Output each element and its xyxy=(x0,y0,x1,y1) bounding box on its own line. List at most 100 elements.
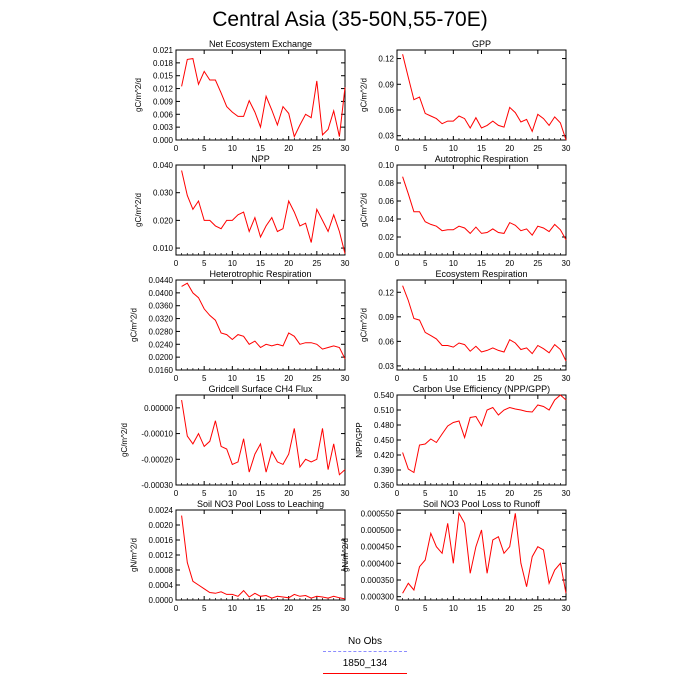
x-tick-label: 30 xyxy=(341,374,350,383)
panel-carbon-use-efficiency-npp-gpp: Carbon Use Efficiency (NPP/GPP) 0 5 10 15 20 2… xyxy=(355,384,571,498)
x-tick-label: 10 xyxy=(228,374,237,383)
x-tick-label: 30 xyxy=(341,604,350,613)
x-tick-label: 25 xyxy=(533,604,542,613)
x-tick-label: 15 xyxy=(256,604,265,613)
y-tick-label: 0.012 xyxy=(153,85,174,94)
legend: No Obs 1850_134 xyxy=(300,636,430,680)
y-tick-label: 0.000400 xyxy=(361,559,395,568)
x-tick-label: 15 xyxy=(477,604,486,613)
y-tick-label: 0.0012 xyxy=(149,551,174,560)
x-tick-label: 30 xyxy=(562,144,571,153)
plot-frame xyxy=(175,279,346,371)
y-axis-label: gC/m^2/d xyxy=(360,308,369,342)
series-line xyxy=(181,515,346,600)
series-line xyxy=(402,285,567,362)
y-tick-label: 0.003 xyxy=(153,123,174,132)
panel-title: Gridcell Surface CH4 Flux xyxy=(208,384,313,394)
y-tick-label: -0.00010 xyxy=(141,430,173,439)
x-tick-label: 0 xyxy=(395,259,400,268)
y-tick-label: 0.08 xyxy=(378,179,394,188)
y-tick-label: 0.009 xyxy=(153,97,174,106)
x-tick-label: 15 xyxy=(256,374,265,383)
x-tick-label: 20 xyxy=(284,144,293,153)
legend-line-1850-134 xyxy=(323,673,407,674)
y-tick-label: 0.0440 xyxy=(149,276,174,285)
x-tick-label: 5 xyxy=(202,374,207,383)
x-tick-label: 5 xyxy=(202,259,207,268)
y-tick-label: 0.09 xyxy=(378,313,394,322)
x-tick-label: 0 xyxy=(395,489,400,498)
y-tick-label: 0.0160 xyxy=(149,366,174,375)
y-tick-label: 0.0004 xyxy=(149,581,174,590)
panel-title: Soil NO3 Pool Loss to Runoff xyxy=(423,499,540,509)
x-tick-label: 10 xyxy=(449,259,458,268)
plot-frame xyxy=(396,509,567,601)
y-tick-label: 0.000 xyxy=(153,136,174,145)
x-tick-label: 20 xyxy=(505,374,514,383)
panel-title: Soil NO3 Pool Loss to Leaching xyxy=(197,499,324,509)
y-tick-label: 0.0000 xyxy=(149,596,174,605)
y-tick-label: 0.0400 xyxy=(149,289,174,298)
series-line xyxy=(181,282,346,360)
y-tick-label: 0.010 xyxy=(153,244,174,253)
panel-gpp: GPP 0 5 10 15 20 25 30 0.03 0.06 0.09 0.12 gC/m^2/d xyxy=(360,39,571,153)
y-tick-label: 0.018 xyxy=(153,59,174,68)
x-tick-label: 0 xyxy=(174,144,179,153)
x-tick-label: 5 xyxy=(423,259,428,268)
legend-label-1850-134: 1850_134 xyxy=(342,658,388,669)
x-tick-label: 15 xyxy=(256,259,265,268)
y-tick-label: 0.006 xyxy=(153,110,174,119)
series-line xyxy=(402,176,567,240)
x-tick-label: 30 xyxy=(341,144,350,153)
legend-label-no-obs: No Obs xyxy=(348,636,382,647)
y-tick-label: 0.04 xyxy=(378,215,394,224)
panel-title: GPP xyxy=(472,39,491,49)
plot-frame xyxy=(396,49,567,141)
panel-title: Heterotrophic Respiration xyxy=(209,269,311,279)
panel-title: Net Ecosystem Exchange xyxy=(209,39,312,49)
y-axis-label: gC/m^2/d xyxy=(134,193,143,227)
x-tick-label: 25 xyxy=(312,604,321,613)
y-tick-label: 0.0320 xyxy=(149,315,174,324)
y-axis-label: gC/m^2/d xyxy=(129,308,138,342)
x-tick-label: 0 xyxy=(174,489,179,498)
x-tick-label: 0 xyxy=(174,604,179,613)
x-tick-label: 30 xyxy=(341,489,350,498)
y-tick-label: 0.000300 xyxy=(361,593,395,602)
panel-title: Ecosystem Respiration xyxy=(435,269,527,279)
y-tick-label: 0.480 xyxy=(374,421,395,430)
panel-ecosystem-respiration: Ecosystem Respiration 0 5 10 15 20 25 30 0.03 0.0… xyxy=(360,269,571,383)
panel-gridcell-surface-ch4-flux: Gridcell Surface CH4 Flux 0 5 10 15 20 25 30 -0.… xyxy=(120,384,350,498)
x-tick-label: 15 xyxy=(256,489,265,498)
x-tick-label: 20 xyxy=(284,604,293,613)
y-tick-label: 0.360 xyxy=(374,481,395,490)
y-tick-label: 0.03 xyxy=(378,132,394,141)
plot-frame xyxy=(396,279,567,371)
panel-autotrophic-respiration: Autotrophic Respiration 0 5 10 15 20 25 30 0.00 0… xyxy=(360,154,571,268)
figure-title: Central Asia (35-50N,55-70E) xyxy=(212,8,488,31)
y-tick-label: 0.000500 xyxy=(361,526,395,535)
x-tick-label: 10 xyxy=(228,144,237,153)
series-line xyxy=(181,400,346,476)
y-tick-label: 0.06 xyxy=(378,337,394,346)
x-tick-label: 0 xyxy=(174,259,179,268)
panel-title: NPP xyxy=(251,154,270,164)
series-line xyxy=(402,54,567,141)
y-tick-label: 0.03 xyxy=(378,362,394,371)
x-tick-label: 0 xyxy=(174,374,179,383)
y-tick-label: 0.00000 xyxy=(144,404,173,413)
panel-title: Carbon Use Efficiency (NPP/GPP) xyxy=(413,384,550,394)
x-tick-label: 15 xyxy=(477,144,486,153)
y-tick-label: 0.10 xyxy=(378,161,394,170)
y-tick-label: -0.00020 xyxy=(141,455,173,464)
x-tick-label: 25 xyxy=(312,144,321,153)
y-tick-label: 0.000550 xyxy=(361,509,395,518)
y-tick-label: 0.020 xyxy=(153,216,174,225)
x-tick-label: 5 xyxy=(423,374,428,383)
x-tick-label: 20 xyxy=(284,489,293,498)
x-tick-label: 25 xyxy=(312,374,321,383)
y-tick-label: 0.12 xyxy=(378,288,394,297)
x-tick-label: 30 xyxy=(562,374,571,383)
y-tick-label: 0.06 xyxy=(378,197,394,206)
